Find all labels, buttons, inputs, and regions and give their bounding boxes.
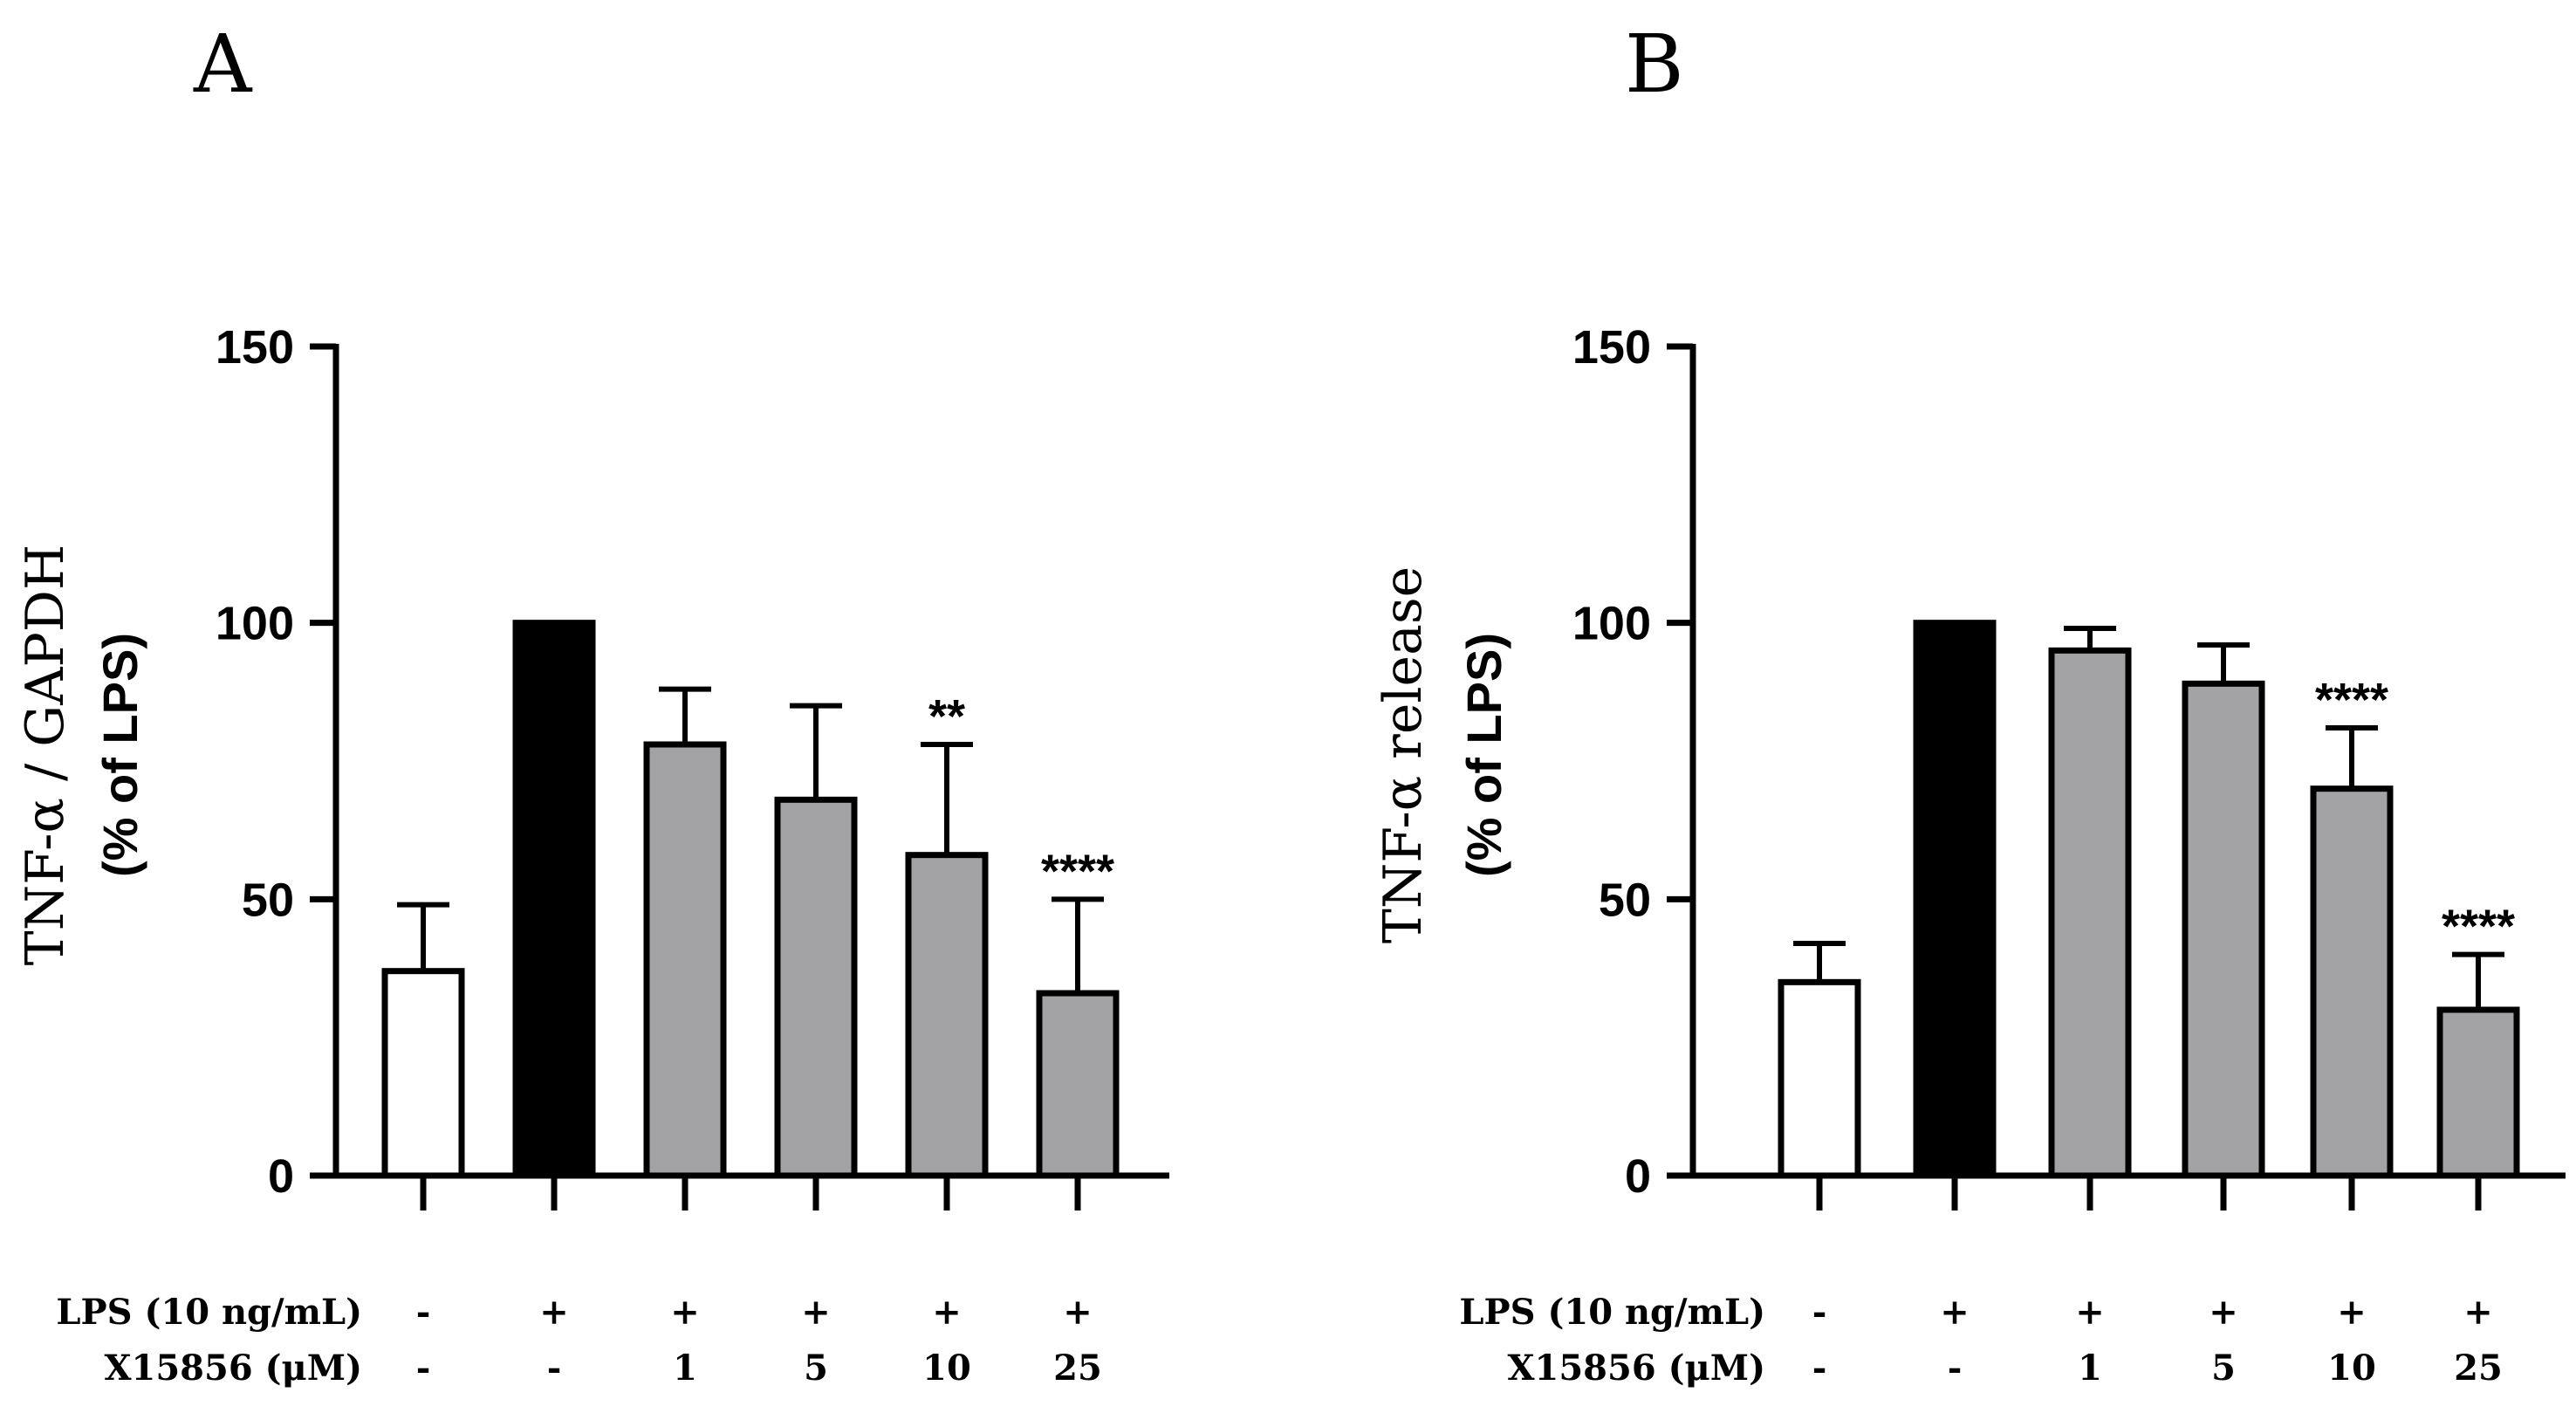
panel-a-significance-label: ** (928, 690, 965, 743)
panel-a-ylabel-line2: (% of LPS) (92, 633, 147, 877)
panel-b-ylabel-line1: TNF-α release (1373, 566, 1434, 943)
panel-a-row-cell: - (416, 1292, 431, 1333)
panel-b-row-cell: - (1812, 1348, 1827, 1389)
panel-b-ytick-label: 150 (1572, 321, 1651, 374)
panel-b-bar (2048, 647, 2132, 1179)
panel-b-bar (2310, 785, 2394, 1179)
panel-a-significance-label: **** (1041, 845, 1114, 897)
panel-b-row-cell: + (2075, 1292, 2105, 1333)
panel-letter-a: A (193, 17, 253, 111)
panel-b-row-cell: - (1948, 1348, 1963, 1389)
panel-b-ytick-label: 50 (1599, 874, 1651, 926)
panel-b-bar (2182, 680, 2265, 1179)
panel-b-row-cell: + (2337, 1292, 2367, 1333)
panel-a-row-label: X15856 (μM) (104, 1348, 362, 1389)
panel-a-row-cell: - (547, 1348, 562, 1389)
panel-a-bar (905, 852, 989, 1179)
panel-b-bar (2436, 1006, 2520, 1179)
panel-b-plot: 0 50 100 150 **** **** LPS (10 ng/mL) - + + + + + X15… (1459, 321, 2566, 1389)
panel-b-ytick-label: 0 (1625, 1150, 1651, 1203)
panel-letter-b: B (1625, 17, 1684, 111)
panel-a-ytick-label: 150 (216, 321, 294, 374)
panel-b-row-cell: + (2209, 1292, 2238, 1333)
panel-b-row-cell: + (2463, 1292, 2493, 1333)
panel-b-row-cell: - (1812, 1292, 1827, 1333)
panel-a-row-cell: + (539, 1292, 569, 1333)
panel-b-bar (1913, 620, 1997, 1179)
panel-b-significance-label: **** (2315, 674, 2388, 726)
panel-b-row-cell: 5 (2211, 1348, 2236, 1389)
panel-b-ylabel-line2: (% of LPS) (1456, 633, 1511, 877)
panel-a-row-label: LPS (10 ng/mL) (56, 1292, 362, 1333)
panel-a-row-cell: - (416, 1348, 431, 1389)
panel-a-bar (381, 968, 465, 1179)
panel-a-ytick-label: 50 (242, 874, 294, 926)
panel-a-row-cell: 25 (1053, 1348, 1102, 1389)
panel-b-row-cell: + (1940, 1292, 1970, 1333)
panel-a-ytick-label: 0 (268, 1150, 294, 1203)
panel-a-bar (1036, 990, 1120, 1179)
panel-a-row-cell: + (801, 1292, 831, 1333)
panel-b-row-cell: 10 (2327, 1348, 2376, 1389)
panel-b-row-label: X15856 (μM) (1507, 1348, 1765, 1389)
panel-b-row-label: LPS (10 ng/mL) (1459, 1292, 1765, 1333)
panel-b-significance-label: **** (2442, 901, 2515, 953)
panel-a-row-cell: 1 (673, 1348, 697, 1389)
panel-a-row-cell: 5 (804, 1348, 828, 1389)
panel-b-row-cell: 1 (2078, 1348, 2102, 1389)
panel-a-row-cell: + (670, 1292, 700, 1333)
panel-b-bar (1778, 978, 1861, 1179)
panel-a-bar (512, 620, 596, 1179)
panel-a-ylabel-line1: TNF-α / GAPDH (15, 545, 76, 966)
panel-a-bar (643, 741, 727, 1179)
panel-b-row-cell: 25 (2454, 1348, 2503, 1389)
panel-a-ytick-label: 100 (216, 598, 294, 650)
panel-a-row-cell: 10 (922, 1348, 971, 1389)
panel-a-row-cell: + (932, 1292, 962, 1333)
panel-a-row-cell: + (1063, 1292, 1093, 1333)
panel-a-bar (774, 796, 858, 1179)
panel-b-ytick-label: 100 (1572, 598, 1651, 650)
